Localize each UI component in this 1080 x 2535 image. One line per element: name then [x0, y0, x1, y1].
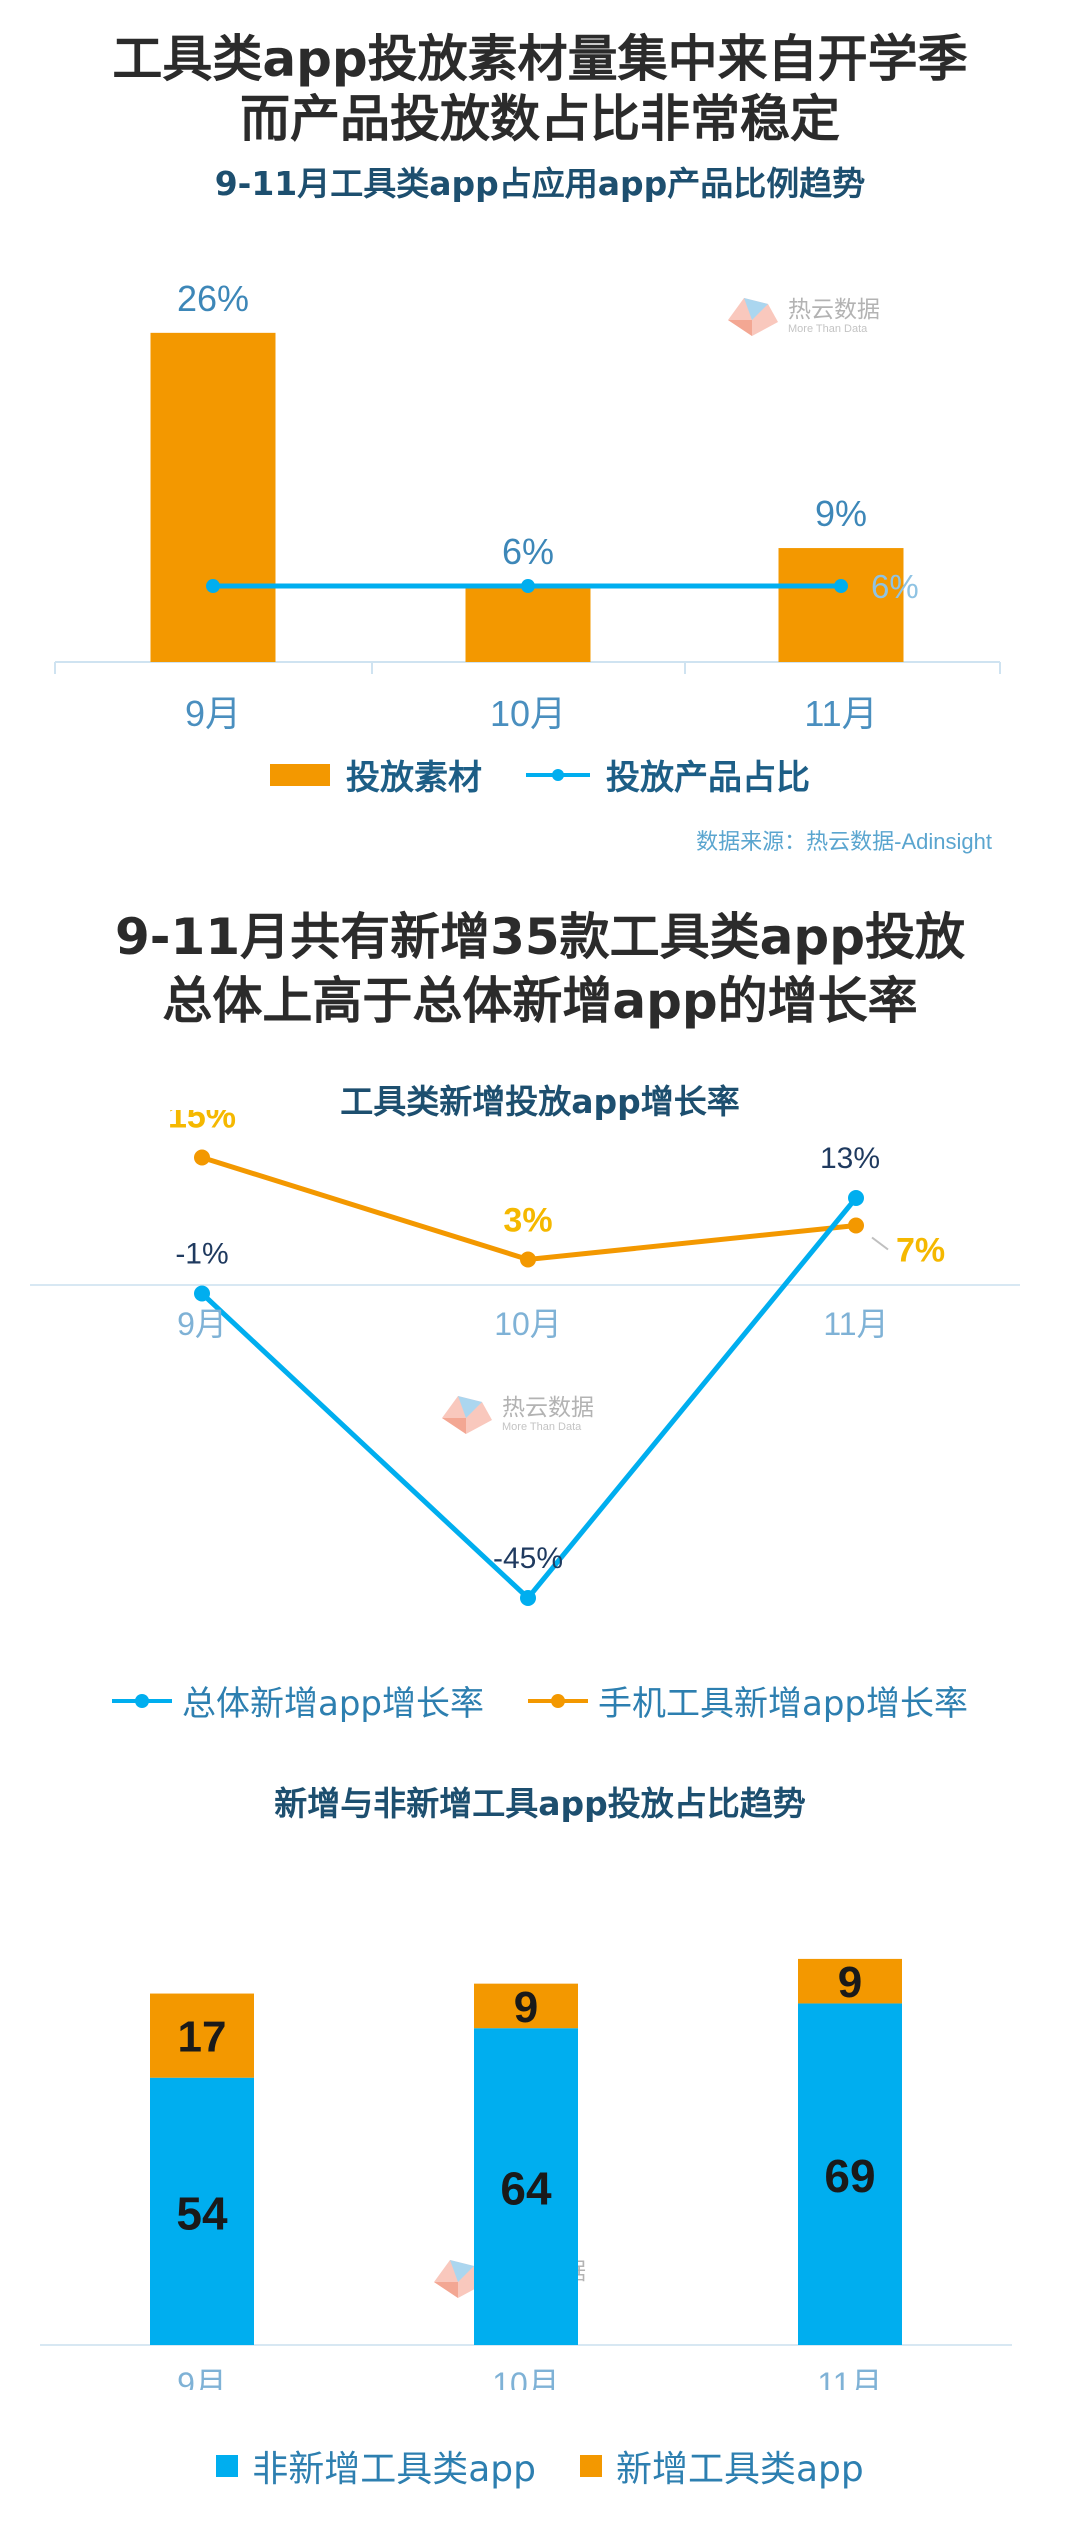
- bar-existing-tools-2: [474, 2028, 578, 2345]
- point-tool-growth: [194, 1149, 210, 1166]
- bar-label-materials: 6%: [502, 531, 554, 572]
- point-tool-growth: [520, 1251, 536, 1268]
- section1-heading-line1: 工具类app投放素材量集中来自开学季: [112, 30, 968, 88]
- section2-heading-line1: 9-11月共有新增35款工具类app投放: [114, 908, 966, 966]
- bar-existing-tools-1: [150, 2077, 254, 2345]
- watermark-logo: 热云数据 More Than Data: [436, 1388, 594, 1440]
- legend-swatch-orange: [270, 763, 330, 786]
- point-tool-growth: [848, 1217, 864, 1234]
- legend-line-marker-blue: [112, 1693, 172, 1708]
- x-tick-label: 10月: [492, 2366, 560, 2390]
- point-product-share: [834, 579, 848, 594]
- point-overall-growth: [520, 1590, 536, 1606]
- chart3-svg: 54 17 64 9 69 9 9月 10月 11月: [40, 1958, 1012, 2390]
- bar-new-tools-2: [474, 1983, 578, 2029]
- x-tick-label: 11月: [823, 1306, 888, 1342]
- watermark-tagline: More Than Data: [788, 323, 868, 335]
- label-leader-line: [871, 1236, 889, 1251]
- legend-item-existing-tools: 非新增工具类app: [216, 2440, 536, 2492]
- watermark-logo: 热云数据 More Than Data: [722, 290, 880, 342]
- section1-heading-line2: 而产品投放数占比非常稳定: [240, 90, 840, 148]
- label-tool-growth: 15%: [168, 1110, 236, 1136]
- legend-line-marker-blue: [526, 768, 590, 781]
- legend-label-overall-growth: 总体新增app增长率: [182, 1684, 484, 1724]
- chart1-svg: 26%6%9%6%9月 10月 11月: [54, 278, 1001, 734]
- chart2-subtitle: 工具类新增投放app增长率: [340, 1082, 740, 1121]
- legend-item-overall-growth: 总体新增app增长率: [112, 1676, 484, 1725]
- x-tick-label: 9月: [185, 693, 241, 734]
- bar-materials-3: [778, 548, 904, 662]
- cloud-logo-icon: [442, 1396, 492, 1434]
- legend-item-new-tools: 新增工具类app: [580, 2440, 864, 2492]
- legend-swatch-blue: [216, 2455, 239, 2477]
- chart1-subtitle: 9-11月工具类app占应用app产品比例趋势: [214, 164, 866, 203]
- bar-materials-2: [465, 586, 591, 662]
- chart3-legend: 非新增工具类app 新增工具类app: [0, 2440, 1080, 2492]
- bar-label-new-tools: 9: [514, 1983, 538, 2032]
- point-product-share: [521, 579, 535, 594]
- x-tick-label: 10月: [494, 1306, 562, 1342]
- legend-label-materials: 投放素材: [346, 758, 482, 798]
- bar-label-existing-tools: 54: [176, 2187, 228, 2239]
- x-tick-label: 11月: [804, 693, 877, 734]
- point-overall-growth: [194, 1285, 210, 1302]
- line-label-product-share: 6%: [871, 568, 919, 605]
- bar-materials-1: [150, 332, 276, 662]
- point-overall-growth: [848, 1190, 864, 1206]
- bar-existing-tools-3: [798, 2003, 902, 2345]
- x-tick-label: 9月: [177, 1306, 227, 1342]
- cloud-logo-icon: [434, 2260, 484, 2298]
- label-overall-growth: -1%: [175, 1238, 228, 1271]
- x-tick-label: 9月: [177, 2366, 227, 2390]
- bar-label-materials: 26%: [177, 278, 249, 319]
- legend-line-marker-orange: [528, 1693, 588, 1708]
- bar-new-tools-3: [798, 1958, 902, 2004]
- bar-label-new-tools: 9: [838, 1958, 862, 2007]
- watermark-name: 热云数据: [502, 1395, 594, 1421]
- chart3-subtitle: 新增与非新增工具app投放占比趋势: [274, 1784, 806, 1823]
- data-source-note: 数据来源：热云数据-Adinsight: [696, 829, 992, 854]
- label-overall-growth: 13%: [820, 1142, 880, 1175]
- section2-heading-line2: 总体上高于总体新增app的增长率: [162, 972, 918, 1030]
- bar-label-existing-tools: 69: [824, 2150, 875, 2202]
- bar-label-new-tools: 17: [178, 2013, 227, 2062]
- label-tool-growth: 3%: [503, 1202, 552, 1240]
- chart1-legend: 投放素材 投放产品占比: [0, 750, 1080, 799]
- bar-label-existing-tools: 64: [500, 2163, 552, 2215]
- legend-item-product-share: 投放产品占比: [526, 750, 810, 799]
- label-tool-growth: 7%: [896, 1232, 945, 1270]
- chart2-svg: 15% 3% 7% -1% -45% 13% 9月 10月 11月: [30, 1110, 1020, 1606]
- watermark-tagline: More Than Data: [502, 1421, 582, 1433]
- watermark-name: 热云数据: [788, 297, 880, 323]
- bar-new-tools-1: [150, 1993, 254, 2078]
- bar-label-materials: 9%: [815, 493, 867, 534]
- legend-label-existing-tools: 非新增工具类app: [252, 2449, 536, 2490]
- legend-label-product-share: 投放产品占比: [606, 758, 810, 798]
- legend-swatch-orange: [580, 2455, 602, 2477]
- legend-item-materials: 投放素材: [270, 750, 482, 799]
- legend-item-tool-growth: 手机工具新增app增长率: [528, 1676, 968, 1725]
- cloud-logo-icon: [728, 298, 778, 336]
- x-tick-label: 10月: [490, 693, 566, 734]
- label-overall-growth: -45%: [493, 1542, 563, 1575]
- x-tick-label: 11月: [817, 2366, 882, 2390]
- point-product-share: [206, 579, 220, 594]
- legend-label-tool-growth: 手机工具新增app增长率: [598, 1684, 968, 1724]
- legend-label-new-tools: 新增工具类app: [616, 2449, 864, 2490]
- chart2-legend: 总体新增app增长率 手机工具新增app增长率: [0, 1676, 1080, 1725]
